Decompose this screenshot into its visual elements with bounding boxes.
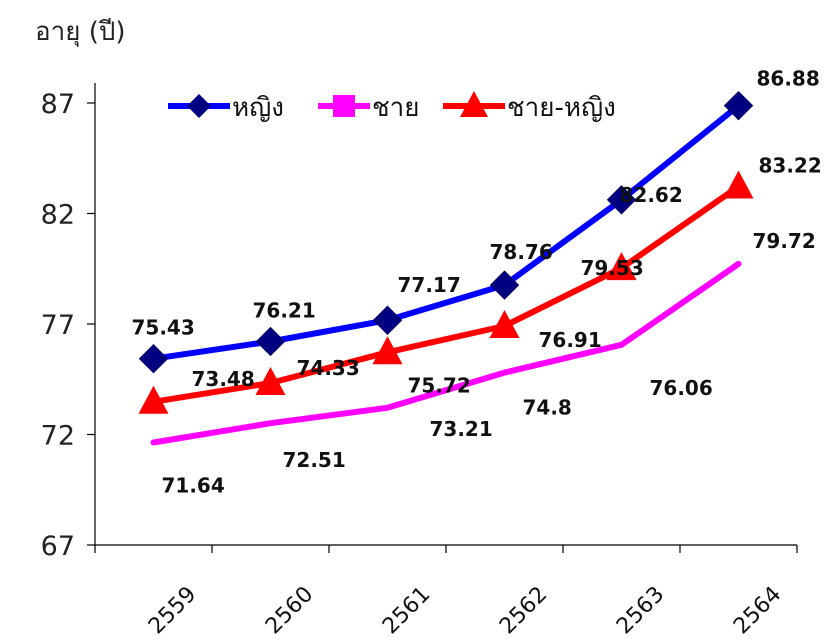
data-label: 79.53 — [581, 256, 644, 280]
data-labels: 75.43 76.21 77.17 78.76 82.62 86.88 71.64 72.51… — [132, 67, 822, 498]
series-markers — [138, 90, 754, 414]
data-label: 75.43 — [132, 316, 195, 340]
data-label: 71.64 — [162, 473, 225, 497]
legend-label: หญิง — [232, 93, 284, 123]
data-label: 83.22 — [759, 154, 822, 178]
legend-label: ชาย-หญิง — [507, 93, 616, 123]
data-label: 76.91 — [539, 328, 602, 352]
data-label: 77.17 — [398, 273, 461, 297]
x-tick-label: 2559 — [144, 582, 201, 639]
data-label: 75.72 — [408, 373, 471, 397]
x-tick-label: 2561 — [378, 582, 435, 639]
series-line-1 — [150, 260, 742, 446]
x-tick-label: 2560 — [261, 582, 318, 639]
data-label: 73.48 — [192, 367, 255, 391]
triangle-marker — [723, 170, 754, 199]
data-label: 86.88 — [757, 67, 820, 91]
data-label: 78.76 — [490, 240, 553, 264]
legend: หญิง ชาย ชาย-หญิง — [168, 91, 616, 123]
y-tick-label: 82 — [41, 200, 75, 231]
data-label: 74.33 — [297, 356, 360, 380]
data-label: 76.21 — [253, 298, 316, 322]
series-line-2 — [150, 183, 742, 405]
diamond-marker — [489, 270, 520, 300]
legend-label: ชาย — [372, 93, 419, 123]
triangle-marker — [372, 336, 403, 365]
legend-square-icon — [333, 95, 355, 117]
diamond-marker — [723, 90, 754, 121]
y-tick-label: 67 — [41, 531, 75, 562]
data-label: 73.21 — [430, 417, 493, 441]
y-tick-label: 87 — [41, 89, 75, 120]
triangle-marker — [489, 309, 520, 338]
series-lines — [150, 102, 742, 446]
data-label: 72.51 — [283, 448, 346, 472]
legend-diamond-icon — [187, 94, 211, 118]
data-label: 76.06 — [650, 376, 713, 400]
triangle-marker — [138, 385, 169, 414]
triangle-marker — [255, 367, 286, 396]
x-tick-label: 2564 — [729, 582, 786, 639]
triangle-marker — [606, 252, 637, 281]
diamond-marker — [255, 326, 286, 357]
y-tick-label: 72 — [41, 421, 75, 452]
diamond-marker — [372, 305, 403, 335]
data-label: 74.8 — [523, 396, 572, 420]
diamond-marker — [138, 343, 169, 374]
x-tick-label: 2562 — [495, 582, 552, 639]
y-axis-label: อายุ (ปี) — [35, 17, 126, 47]
data-label: 82.62 — [620, 183, 683, 207]
data-label: 79.72 — [753, 229, 816, 253]
legend-triangle-icon — [460, 91, 488, 117]
y-tick-label: 77 — [41, 310, 75, 341]
diamond-marker — [606, 185, 637, 215]
x-tick-label: 2563 — [612, 582, 669, 639]
series-line-0 — [150, 102, 742, 362]
